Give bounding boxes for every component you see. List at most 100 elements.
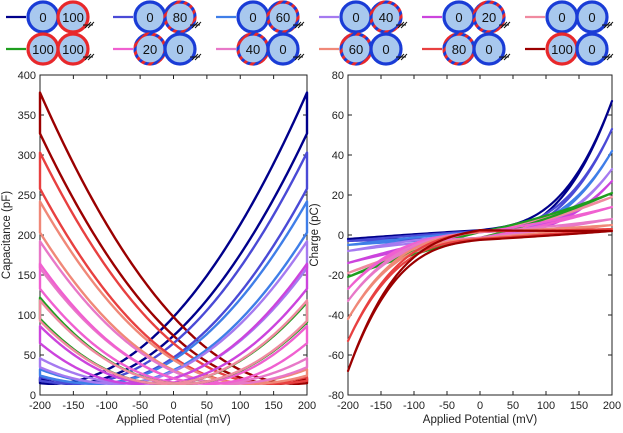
- right-cell-label: 0: [588, 10, 595, 25]
- capacitance-loop: [38, 262, 309, 385]
- y-tick-label: -60: [328, 350, 344, 362]
- right-cell-label: 100: [62, 42, 84, 57]
- left-cell-label: 40: [246, 42, 260, 57]
- electrode-icon: [602, 21, 614, 29]
- capacitance-loop: [38, 200, 309, 385]
- x-tick-label: -100: [403, 400, 425, 412]
- x-tick-label: -50: [439, 400, 455, 412]
- legend-entry: 0 40: [319, 0, 408, 34]
- electrode-icon: [396, 21, 408, 29]
- y-tick-label: 150: [18, 270, 36, 282]
- x-tick-label: -100: [96, 400, 118, 412]
- x-tick-label: 50: [201, 400, 213, 412]
- capacitance-loop: [38, 151, 309, 385]
- y-tick-label: 50: [24, 350, 36, 362]
- x-tick-label: 200: [603, 400, 621, 412]
- right-cell-icon: [575, 32, 609, 66]
- y-tick-label: -40: [328, 310, 344, 322]
- electrode-icon: [602, 53, 614, 61]
- right-cell-label: 100: [62, 10, 84, 25]
- y-tick-label: 100: [18, 310, 36, 322]
- y-tick-label: -20: [328, 270, 344, 282]
- left-cell-label: 0: [558, 10, 565, 25]
- y-tick-label: 400: [18, 70, 36, 82]
- right-cell-icon: [575, 0, 609, 34]
- electrode-icon: [293, 21, 305, 29]
- left-cell-label: 0: [39, 10, 46, 25]
- x-axis-label: Applied Potential (mV): [423, 414, 538, 426]
- left-cell-label: 0: [455, 10, 462, 25]
- x-tick-label: -150: [62, 400, 84, 412]
- x-tick-label: -50: [132, 400, 148, 412]
- x-tick-label: 150: [264, 400, 282, 412]
- electrode-icon: [190, 21, 202, 29]
- y-tick-label: 40: [332, 150, 344, 162]
- electrode-icon: [190, 53, 202, 61]
- right-cell-icon: [472, 0, 506, 34]
- legend-entry: 100 100: [6, 32, 95, 66]
- x-tick-label: 0: [170, 400, 176, 412]
- left-cell-label: 100: [32, 42, 54, 57]
- legend-entry: 0 100: [6, 0, 95, 34]
- y-tick-label: 250: [18, 190, 36, 202]
- left-cell-label: 0: [146, 10, 153, 25]
- x-tick-label: 100: [231, 400, 249, 412]
- x-tick-label: 0: [477, 400, 483, 412]
- electrode-icon: [293, 53, 305, 61]
- x-tick-label: 200: [298, 400, 316, 412]
- x-tick-label: -150: [370, 400, 392, 412]
- electrode-icon: [396, 53, 408, 61]
- x-tick-label: 50: [507, 400, 519, 412]
- right-cell-label: 60: [276, 10, 290, 25]
- y-tick-label: 20: [332, 190, 344, 202]
- left-cell-label: 0: [249, 10, 256, 25]
- y-tick-label: -80: [328, 390, 344, 402]
- x-tick-label: 100: [537, 400, 555, 412]
- right-cell-label: 40: [379, 10, 393, 25]
- y-tick-label: 0: [30, 390, 36, 402]
- legend-entry: 40 0: [216, 32, 305, 66]
- right-cell-label: 80: [173, 10, 187, 25]
- y-axis-label: Charge (pC): [309, 203, 321, 266]
- y-tick-label: 60: [332, 110, 344, 122]
- right-cell-icon: [56, 0, 90, 34]
- plot-frame: [39, 74, 308, 396]
- right-cell-label: 0: [485, 42, 492, 57]
- y-tick-label: 200: [18, 230, 36, 242]
- x-tick-label: 150: [570, 400, 588, 412]
- charge-curve: [346, 229, 614, 373]
- right-cell-label: 0: [279, 42, 286, 57]
- right-cell-icon: [369, 32, 403, 66]
- capacitance-loop: [38, 262, 309, 385]
- legend-entry: 100 0: [525, 32, 614, 66]
- right-cell-icon: [266, 32, 300, 66]
- electrode-icon: [499, 53, 511, 61]
- x-tick-label: -200: [29, 400, 51, 412]
- y-tick-label: 350: [18, 110, 36, 122]
- electrode-icon: [499, 21, 511, 29]
- y-axis-label: Capacitance (pF): [1, 191, 13, 279]
- right-cell-icon: [472, 32, 506, 66]
- legend-entry: 0 80: [113, 0, 202, 34]
- y-tick-label: 80: [332, 70, 344, 82]
- left-cell-label: 80: [452, 42, 466, 57]
- left-cell-label: 60: [349, 42, 363, 57]
- right-cell-label: 0: [176, 42, 183, 57]
- y-tick-label: 0: [338, 230, 344, 242]
- right-cell-icon: [266, 0, 300, 34]
- legend-entry: 20 0: [113, 32, 202, 66]
- legend-entry: 60 0: [319, 32, 408, 66]
- capacitance-panel: -200 -150 -100 -50 0 50 100 150 200 0 50 100 150 200 2…: [1, 70, 316, 426]
- x-axis-label: Applied Potential (mV): [116, 414, 231, 426]
- legend-entry: 0 20: [422, 0, 511, 34]
- right-cell-icon: [56, 32, 90, 66]
- left-cell-label: 20: [143, 42, 157, 57]
- legend-entry: 80 0: [422, 32, 511, 66]
- electrode-icon: [83, 21, 95, 29]
- legend-entry: 0 60: [216, 0, 305, 34]
- charge-panel: -200 -150 -100 -50 0 50 100 150 200-80-60-40-200…: [309, 70, 621, 426]
- left-cell-label: 0: [352, 10, 359, 25]
